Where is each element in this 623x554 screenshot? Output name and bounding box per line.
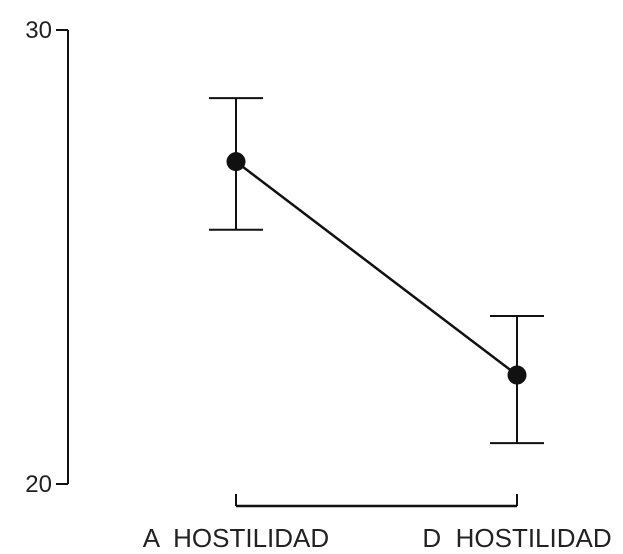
x-category-label: A HOSTILIDAD [143, 523, 329, 553]
y-tick-label: 30 [25, 17, 52, 44]
series-line [235, 160, 518, 377]
series-lines [235, 160, 518, 377]
x-ticks: A HOSTILIDAD D HOSTILIDAD [143, 494, 612, 553]
data-point [507, 365, 527, 385]
data-points [226, 152, 527, 385]
x-category-label: D HOSTILIDAD [422, 523, 611, 553]
data-point [226, 152, 246, 172]
error-bars [209, 97, 544, 445]
y-tick-label: 20 [25, 471, 52, 498]
